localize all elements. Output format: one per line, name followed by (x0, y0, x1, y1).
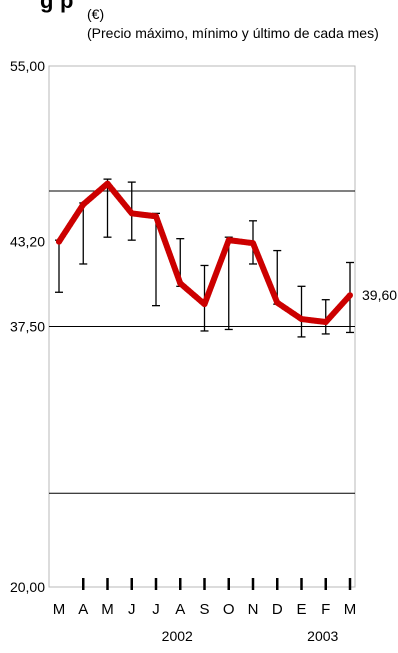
year-label: 2003 (307, 628, 338, 644)
x-tick-label: O (223, 601, 235, 618)
chart-title: g p (40, 0, 74, 13)
close-price-point (56, 238, 62, 245)
close-price-point (153, 213, 159, 220)
x-tick-label: M (53, 601, 66, 618)
close-price-point (80, 201, 87, 208)
chart-subtitle: (Precio máximo, mínimo y último de cada … (87, 25, 379, 41)
close-price-point (274, 299, 281, 306)
x-tick-label: A (175, 601, 185, 618)
x-tick-label: F (321, 601, 330, 618)
last-value-label: 39,60 (362, 287, 397, 303)
x-tick-label: E (296, 601, 306, 618)
close-price-point (128, 210, 135, 217)
y-tick-label: 20,00 (10, 579, 45, 595)
close-price-point (250, 240, 256, 247)
x-tick-label: J (128, 601, 136, 618)
close-price-point (104, 180, 111, 187)
close-price-point (347, 292, 353, 299)
x-tick-label: S (199, 601, 209, 618)
chart-unit: (€) (87, 6, 105, 22)
y-tick-label: 43,20 (10, 234, 45, 250)
x-tick-label: N (248, 601, 259, 618)
y-tick-label: 37,50 (10, 319, 45, 335)
x-tick-label: D (272, 601, 283, 618)
close-price-point (298, 316, 305, 323)
x-tick-label: A (78, 601, 88, 618)
close-price-point (225, 237, 232, 244)
close-price-point (322, 319, 329, 326)
close-price-point (177, 280, 184, 287)
y-tick-label: 55,00 (10, 58, 45, 74)
x-tick-label: J (152, 601, 160, 618)
x-tick-label: M (344, 601, 357, 618)
close-price-point (201, 301, 208, 308)
x-tick-label: M (101, 601, 114, 618)
year-label: 2002 (162, 628, 193, 644)
